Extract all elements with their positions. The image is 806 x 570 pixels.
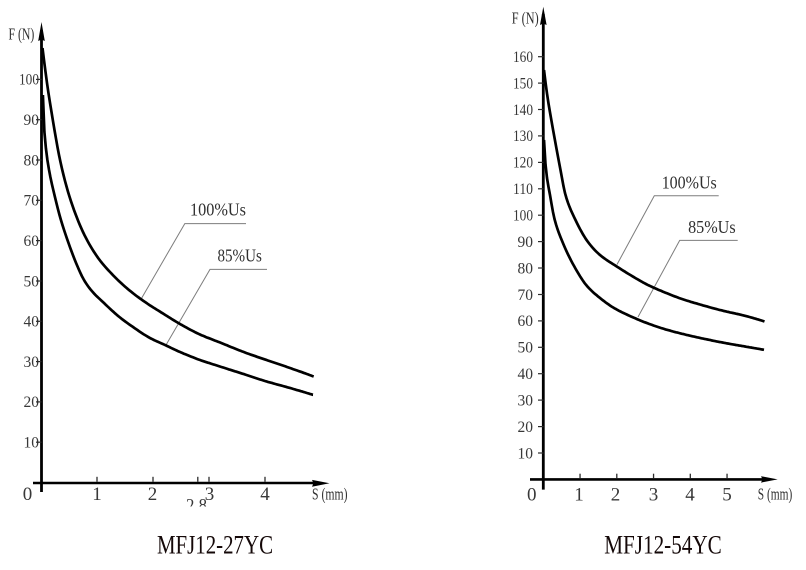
svg-text:2: 2	[611, 485, 621, 506]
svg-text:130: 130	[513, 128, 533, 145]
svg-text:60: 60	[518, 313, 534, 330]
svg-text:90: 90	[24, 112, 40, 129]
svg-text:MFJ12-54YC: MFJ12-54YC	[604, 531, 722, 560]
svg-text:1: 1	[92, 484, 102, 505]
svg-text:150: 150	[513, 75, 533, 92]
svg-text:70: 70	[24, 193, 40, 210]
svg-text:60: 60	[24, 233, 40, 250]
svg-text:4: 4	[685, 485, 695, 506]
svg-text:100: 100	[19, 72, 39, 89]
svg-text:160: 160	[513, 49, 533, 66]
svg-text:100: 100	[513, 208, 533, 225]
svg-text:85%Us: 85%Us	[218, 246, 262, 266]
svg-text:4: 4	[260, 484, 270, 505]
svg-text:20: 20	[518, 419, 534, 436]
svg-text:100%Us: 100%Us	[662, 172, 717, 192]
svg-text:3: 3	[205, 484, 215, 505]
svg-text:F (N): F (N)	[512, 9, 539, 28]
svg-text:30: 30	[24, 354, 40, 371]
svg-text:110: 110	[513, 181, 533, 198]
svg-text:1: 1	[574, 485, 584, 506]
svg-text:40: 40	[518, 366, 534, 383]
svg-text:50: 50	[518, 340, 534, 357]
svg-text:70: 70	[518, 287, 534, 304]
svg-text:F (N): F (N)	[9, 25, 35, 44]
svg-text:90: 90	[518, 234, 534, 251]
svg-text:0: 0	[527, 485, 537, 506]
svg-text:80: 80	[24, 152, 40, 169]
svg-text:50: 50	[24, 273, 40, 290]
svg-text:10: 10	[518, 445, 534, 462]
svg-text:20: 20	[24, 394, 40, 411]
svg-text:2: 2	[148, 484, 158, 505]
svg-text:140: 140	[513, 102, 533, 119]
svg-text:3: 3	[649, 485, 659, 506]
svg-text:0: 0	[23, 484, 33, 505]
svg-text:S (mm): S (mm)	[758, 485, 793, 504]
svg-text:40: 40	[24, 314, 40, 331]
svg-text:80: 80	[518, 260, 534, 277]
svg-text:S (mm): S (mm)	[312, 485, 348, 504]
svg-text:MFJ12-27YC: MFJ12-27YC	[157, 531, 273, 560]
svg-text:2.8: 2.8	[186, 496, 207, 517]
svg-text:10: 10	[24, 435, 40, 452]
svg-text:5: 5	[722, 485, 732, 506]
svg-text:120: 120	[513, 155, 533, 172]
svg-text:100%Us: 100%Us	[190, 200, 246, 220]
svg-text:85%Us: 85%Us	[688, 217, 736, 237]
svg-text:30: 30	[518, 392, 534, 409]
